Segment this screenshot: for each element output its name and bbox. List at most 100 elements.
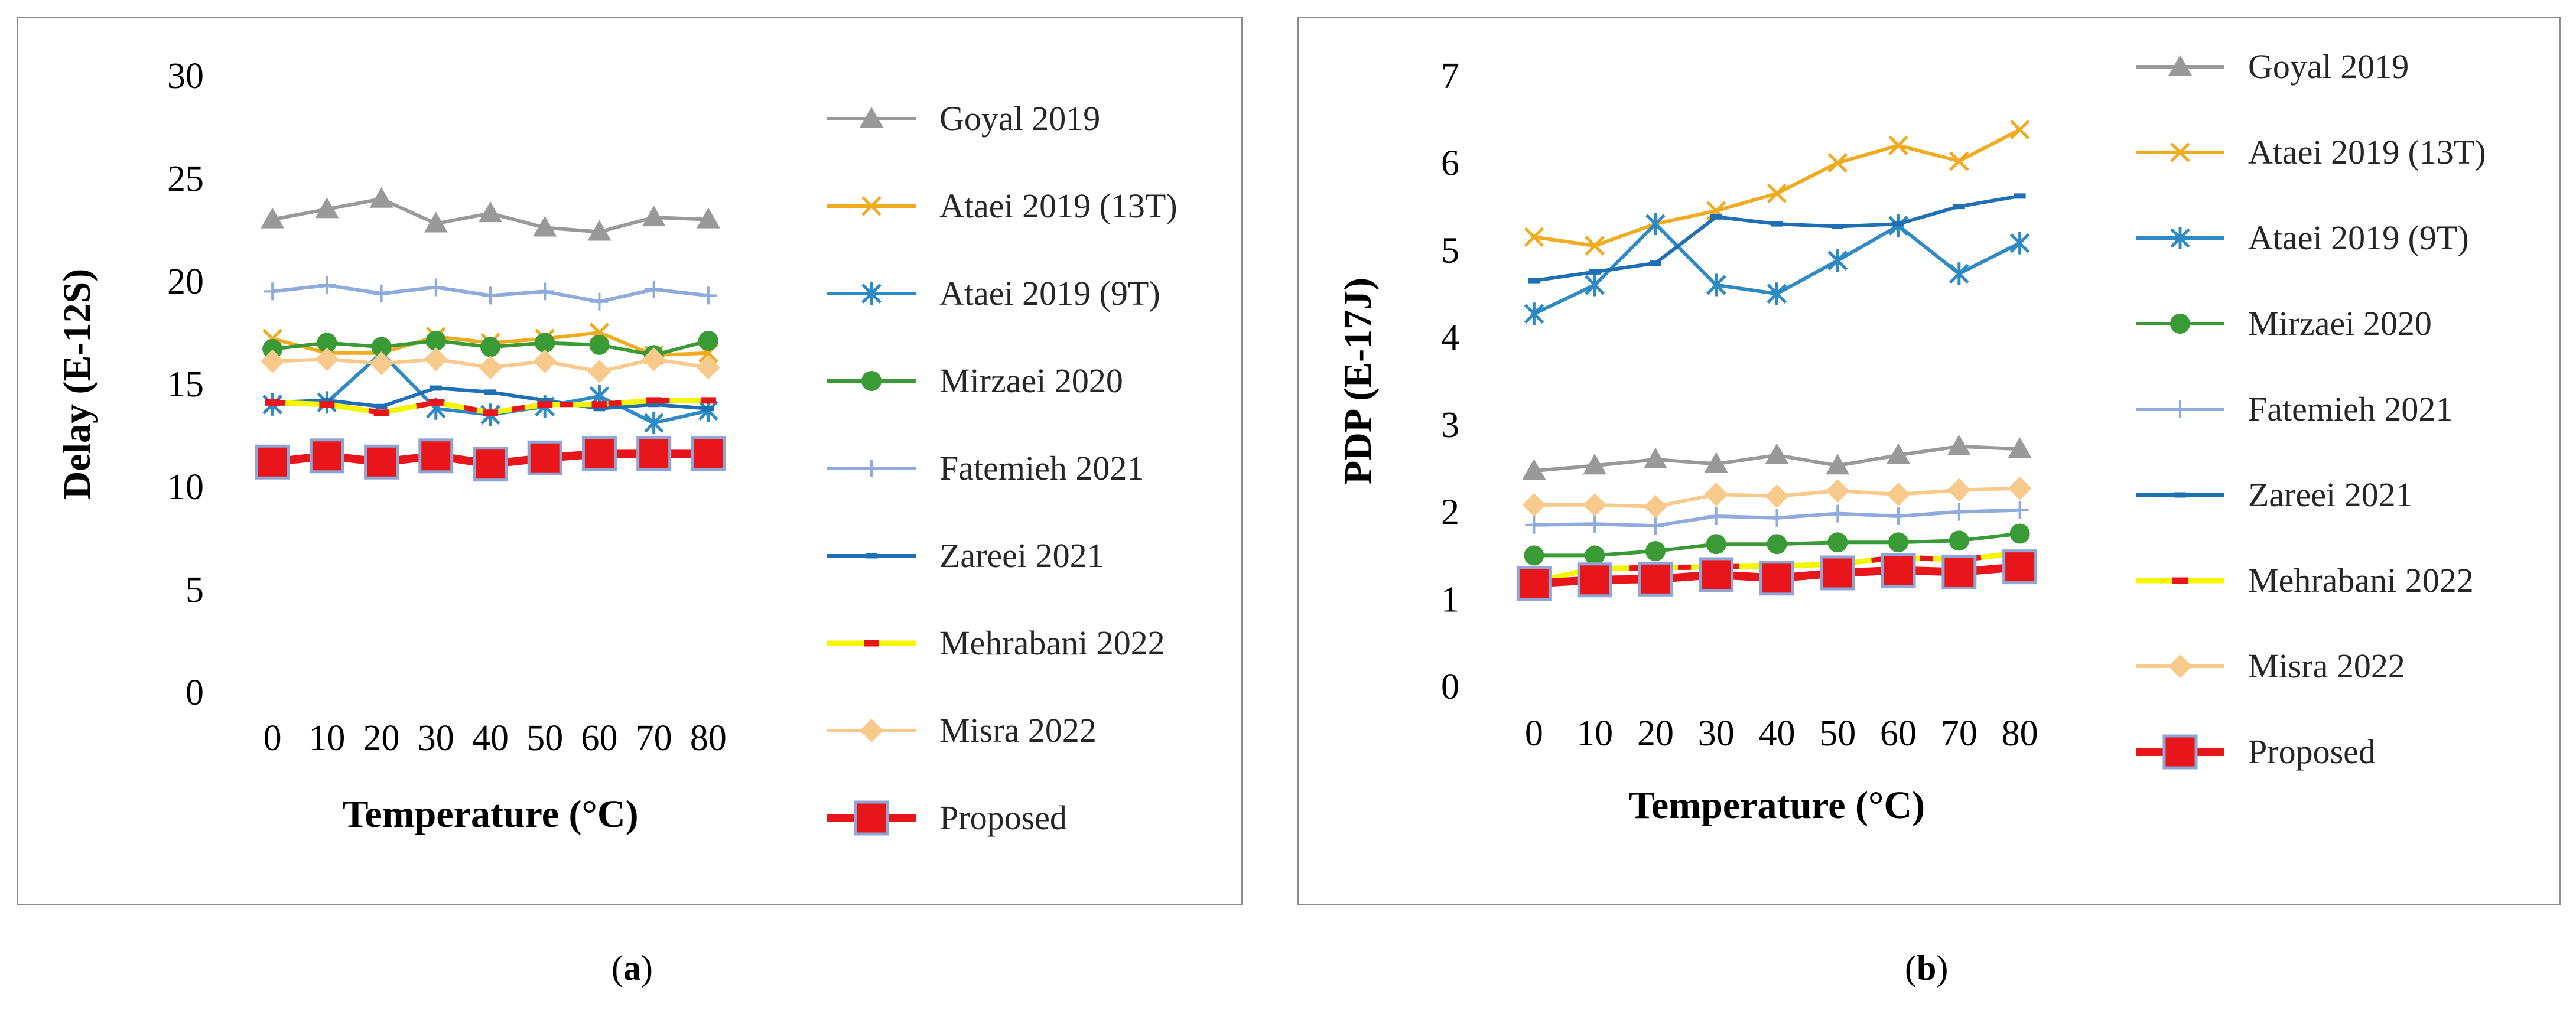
pdp-point-ataei-2019-9t	[1767, 282, 1787, 305]
delay-point-proposed	[364, 444, 399, 480]
pdp-point-fatemieh-2021	[1646, 517, 1664, 535]
pdp-point-ataei-2019-13t	[1888, 135, 1908, 155]
pdp-y-tick-label: 7	[1441, 56, 1459, 96]
pdp-legend-item-ataei-2019-13t: Ataei 2019 (13T)	[2136, 133, 2486, 171]
delay-legend-label-fatemieh-2021: Fatemieh 2021	[939, 449, 1144, 487]
pdp-x-tick-label: 80	[2002, 713, 2038, 754]
delay-x-tick-label: 30	[418, 718, 454, 758]
delay-point-misra-2022	[315, 347, 339, 372]
delay-point-fatemieh-2021	[372, 284, 391, 302]
delay-x-tick-label: 50	[526, 718, 563, 758]
delay-point-mirzaei-2020	[480, 337, 500, 357]
pdp-x-tick-label: 10	[1576, 713, 1613, 754]
pdp-legend-item-ataei-2019-9t: Ataei 2019 (9T)	[2136, 219, 2469, 257]
pdp-series-ataei-2019-9t	[1524, 213, 2030, 325]
delay-point-fatemieh-2021	[645, 280, 663, 298]
pdp-legend-label-mirzaei-2020: Mirzaei 2020	[2248, 304, 2432, 343]
pdp-y-tick-label: 5	[1441, 230, 1459, 271]
delay-point-misra-2022	[587, 360, 612, 384]
delay-point-goyal-2019	[642, 206, 666, 227]
pdp-point-proposed	[1759, 561, 1794, 596]
delay-point-mirzaei-2020	[589, 334, 610, 355]
pdp-legend-marker-misra-2022	[2168, 654, 2192, 678]
delay-y-tick-label: 5	[186, 570, 204, 610]
delay-x-tick-label: 60	[581, 718, 617, 758]
pdp-point-misra-2022	[1947, 478, 1971, 502]
delay-point-mirzaei-2020	[262, 338, 283, 359]
pdp-point-fatemieh-2021	[1950, 503, 1968, 521]
pdp-point-mirzaei-2020	[1585, 545, 1605, 566]
pdp-point-ataei-2019-9t	[1585, 273, 1605, 297]
delay-point-proposed	[309, 438, 344, 474]
pdp-y-tick-label: 6	[1441, 144, 1459, 184]
pdp-point-mirzaei-2020	[1949, 530, 1969, 551]
delay-point-misra-2022	[533, 349, 557, 373]
delay-y-tick-label: 20	[167, 262, 204, 302]
delay-legend-label-misra-2022: Misra 2022	[939, 711, 1097, 750]
pdp-point-proposed	[1699, 557, 1734, 592]
delay-point-proposed	[636, 436, 672, 471]
delay-legend-marker-fatemieh-2021	[863, 460, 880, 477]
delay-point-misra-2022	[642, 347, 666, 372]
pdp-point-misra-2022	[1643, 494, 1667, 519]
delay-point-fatemieh-2021	[318, 276, 336, 294]
pdp-legend-marker-mirzaei-2020	[2170, 314, 2190, 334]
pdp-legend-item-misra-2022: Misra 2022	[2136, 647, 2405, 685]
delay-legend-item-zareei-2021: Zareei 2021	[827, 536, 1104, 575]
pdp-point-ataei-2019-9t	[1524, 302, 1544, 325]
pdp-x-tick-label: 0	[1525, 713, 1543, 754]
delay-point-misra-2022	[696, 356, 720, 380]
delay-point-goyal-2019	[479, 201, 502, 223]
delay-point-fatemieh-2021	[264, 282, 282, 301]
pdp-x-tick-label: 70	[1941, 713, 1977, 754]
pdp-point-misra-2022	[1765, 484, 1789, 508]
delay-x-tick-label: 70	[636, 718, 672, 758]
pdp-legend-item-mehrabani-2022: Mehrabani 2022	[2136, 561, 2474, 600]
delay-legend-item-ataei-2019-9t: Ataei 2019 (9T)	[827, 274, 1160, 312]
delay-x-tick-label: 80	[690, 718, 727, 758]
pdp-point-goyal-2019	[1704, 452, 1728, 473]
panel-a-caption: (a)	[612, 949, 653, 988]
pdp-series-proposed	[1516, 549, 2038, 601]
panel-b-frame	[1297, 17, 2561, 905]
delay-x-tick-label: 40	[472, 718, 509, 758]
delay-point-goyal-2019	[369, 187, 393, 208]
pdp-x-tick-label: 40	[1759, 713, 1796, 754]
pdp-y-tick-label: 2	[1441, 493, 1459, 533]
pdp-point-fatemieh-2021	[1586, 515, 1604, 533]
delay-series-mehrabani-2022	[265, 397, 716, 416]
delay-y-tick-label: 25	[167, 159, 204, 199]
pdp-x-tick-label: 20	[1637, 713, 1674, 754]
pdp-point-proposed	[1516, 566, 1552, 601]
pdp-point-mirzaei-2020	[1645, 541, 1666, 562]
pdp-legend-label-zareei-2021: Zareei 2021	[2248, 475, 2413, 514]
pdp-legend-item-zareei-2021: Zareei 2021	[2136, 475, 2413, 514]
delay-point-fatemieh-2021	[590, 292, 609, 311]
delay-legend-marker-misra-2022	[860, 719, 883, 742]
delay-point-fatemieh-2021	[699, 286, 717, 305]
delay-chart: 0 5 10 15 20 25 30 0 10 20 30 40 50 60 70 80 Temperature…	[56, 56, 1178, 837]
delay-point-misra-2022	[424, 347, 448, 372]
delay-point-fatemieh-2021	[427, 278, 445, 297]
delay-point-goyal-2019	[587, 220, 612, 241]
pdp-point-ataei-2019-13t	[1524, 227, 1544, 247]
delay-series-misra-2022	[261, 347, 720, 384]
pdp-point-goyal-2019	[1887, 443, 1911, 464]
delay-point-goyal-2019	[261, 207, 285, 229]
delay-legend-item-mehrabani-2022: Mehrabani 2022	[827, 624, 1165, 662]
delay-legend-item-ataei-2019-13t: Ataei 2019 (13T)	[827, 187, 1178, 225]
pdp-point-fatemieh-2021	[1707, 507, 1725, 525]
pdp-point-proposed	[1577, 562, 1612, 598]
delay-point-proposed	[527, 440, 562, 475]
delay-point-proposed	[255, 444, 290, 480]
pdp-point-ataei-2019-9t	[2009, 232, 2030, 255]
pdp-point-misra-2022	[1704, 483, 1728, 507]
panel-a-frame	[17, 17, 1243, 905]
pdp-legend-label-ataei-2019-9t: Ataei 2019 (9T)	[2248, 219, 2469, 257]
delay-legend-label-mehrabani-2022: Mehrabani 2022	[939, 624, 1165, 662]
pdp-point-proposed	[1820, 555, 1855, 591]
delay-point-mirzaei-2020	[698, 330, 718, 351]
delay-point-misra-2022	[261, 349, 285, 373]
pdp-legend-item-goyal-2019: Goyal 2019	[2136, 47, 2409, 86]
